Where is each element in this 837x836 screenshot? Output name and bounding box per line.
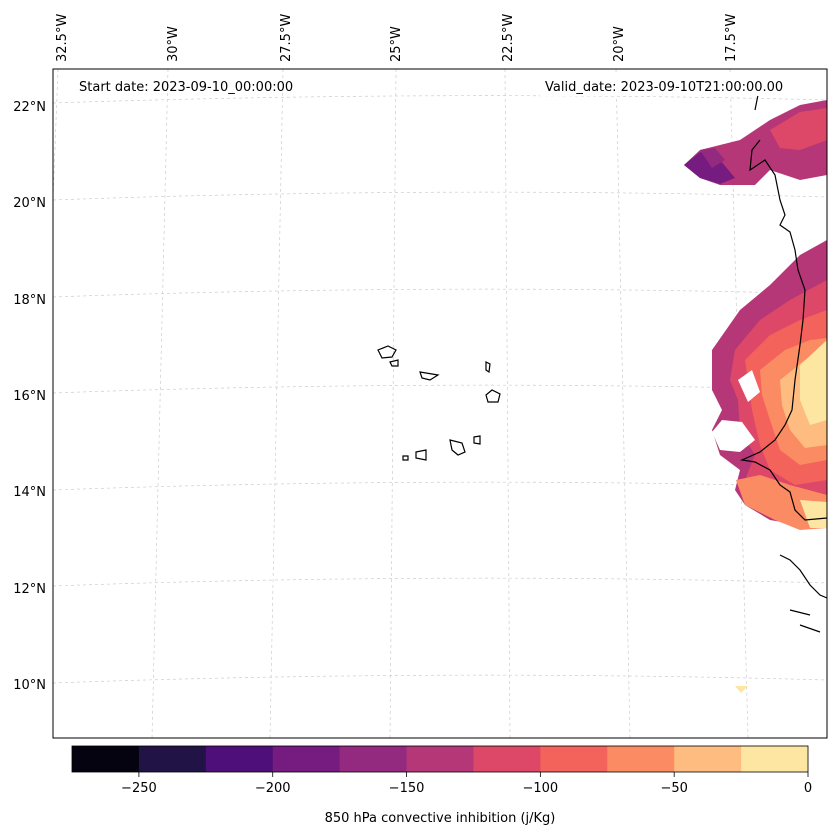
lon-tick-label: 30°W: [166, 26, 181, 62]
colorbar-swatches: [72, 746, 809, 772]
colorbar-swatch: [473, 746, 541, 772]
colorbar-swatch: [607, 746, 675, 772]
lat-tick-label: 12°N: [13, 582, 46, 597]
colorbar-swatch: [72, 746, 140, 772]
island-maio: [473, 435, 481, 445]
meridian-32-5: [52, 68, 59, 201]
contour-hole-2: [738, 370, 760, 402]
parallel-10: [52, 674, 828, 684]
gridlines: [52, 68, 828, 739]
island-sao-nicolau: [419, 371, 440, 381]
island-santiago: [449, 439, 466, 456]
island-sao-vicente: [389, 359, 399, 367]
colorbar-frame: [71, 745, 809, 773]
colorbar-swatch: [138, 746, 207, 772]
island-fogo: [415, 449, 427, 461]
colorbar-tick-label: −50: [660, 781, 687, 796]
lon-tick-label: 22.5°W: [501, 14, 516, 62]
colorbar-swatch: [272, 746, 341, 772]
lon-tick-label: 20°W: [612, 26, 627, 62]
contour-main-yellow: [800, 340, 827, 425]
colorbar-tick-label: −200: [255, 781, 291, 796]
lon-tick-label: 27.5°W: [279, 14, 294, 62]
lat-tick-label: 20°N: [13, 196, 46, 211]
lat-tick-label: 16°N: [13, 389, 46, 404]
colorbar-swatch: [406, 746, 474, 772]
start-date-label: Start date: 2023-09-10_00:00:00: [79, 80, 293, 95]
contour-hole-1: [712, 420, 755, 452]
island-sal: [485, 361, 491, 374]
contour-north-purple: [684, 152, 735, 184]
island-boa-vista: [485, 389, 501, 403]
colorbar: −250 −200 −150 −100 −50 0 850 hPa convective …: [71, 745, 812, 826]
lat-tick-labels: 22°N 20°N 18°N 16°N 14°N 12°N 10°N: [13, 100, 46, 693]
contour-north-red: [770, 108, 827, 150]
colorbar-tick-label: −150: [389, 781, 425, 796]
island-brava: [402, 455, 409, 461]
contour-north-mid: [700, 148, 725, 168]
map-frame: [52, 68, 828, 739]
lon-tick-label: 32.5°W: [55, 14, 70, 62]
map-panel: Start date: 2023-09-10_00:00:00 Valid_da…: [52, 68, 828, 739]
lon-tick-labels: 32.5°W 30°W 27.5°W 25°W 22.5°W 20°W 17.5…: [55, 14, 739, 62]
parallel-12: [52, 577, 828, 587]
lat-tick-label: 18°N: [13, 293, 46, 308]
lat-tick-label: 22°N: [13, 100, 46, 115]
parallel-20: [52, 191, 828, 201]
colorbar-swatch: [540, 746, 608, 772]
colorbar-swatch: [205, 746, 274, 772]
contour-speck: [735, 686, 748, 693]
colorbar-tick-label: 0: [804, 781, 812, 796]
colorbar-ticks: −250 −200 −150 −100 −50 0: [121, 772, 812, 796]
lon-tick-label: 25°W: [389, 26, 404, 62]
lon-tick-label: 17.5°W: [724, 14, 739, 62]
colorbar-tick-label: −100: [523, 781, 559, 796]
lat-tick-label: 14°N: [13, 485, 46, 500]
contour-south-orange: [736, 475, 827, 530]
cin-contours: [684, 100, 827, 693]
contour-south-yellow: [800, 500, 827, 528]
colorbar-swatch: [674, 746, 742, 772]
parallel-16: [52, 384, 828, 394]
colorbar-title: 850 hPa convective inhibition (j/Kg): [325, 811, 556, 826]
parallel-14: [52, 481, 828, 491]
parallel-22: [52, 95, 828, 104]
island-santo-antao: [377, 345, 397, 359]
parallel-18: [52, 288, 828, 298]
colorbar-swatch: [741, 746, 809, 772]
lat-tick-label: 10°N: [13, 678, 46, 693]
colorbar-swatch: [339, 746, 408, 772]
valid-date-label: Valid_date: 2023-09-10T21:00:00.00: [545, 80, 783, 95]
map-background: [53, 69, 827, 738]
colorbar-tick-label: −250: [121, 781, 157, 796]
valid-date-box: [540, 74, 806, 96]
coastline-guinea: [779, 554, 828, 633]
